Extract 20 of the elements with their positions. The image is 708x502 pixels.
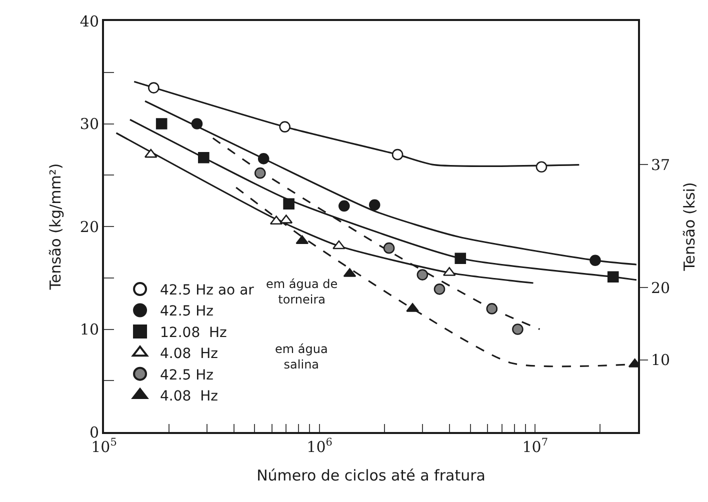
- annotation: em água de torneira: [266, 277, 338, 307]
- y-axis-title: Tensão (kg/mm²): [46, 163, 65, 291]
- y2-axis-title: Tensão (ksi): [680, 182, 699, 272]
- x-tick-label: 10$^{6}$: [306, 436, 333, 456]
- legend-label: 4.08 Hz: [160, 346, 218, 362]
- legend-label: 42.5 Hz ao ar: [160, 282, 254, 299]
- y-tick-label: 10: [80, 320, 99, 338]
- legend-label: 4.08 Hz: [160, 388, 218, 405]
- x-axis-title: Número de ciclos até a fratura: [256, 466, 486, 484]
- y-tick-label: 30: [80, 115, 99, 133]
- annotation: em água salina: [275, 342, 328, 372]
- legend-label: 42.5 Hz: [160, 367, 214, 384]
- x-tick-label: 10$^{7}$: [522, 436, 548, 456]
- legend-label: 42.5 Hz: [160, 304, 214, 320]
- y2-tick-label: 20: [651, 278, 670, 297]
- legend-label: 12.08 Hz: [160, 324, 227, 341]
- y2-tick-label: 37: [651, 156, 670, 174]
- y-tick-label: 40: [80, 12, 99, 30]
- y2-tick-label: 10: [651, 351, 670, 370]
- y-tick-label: 20: [80, 218, 99, 236]
